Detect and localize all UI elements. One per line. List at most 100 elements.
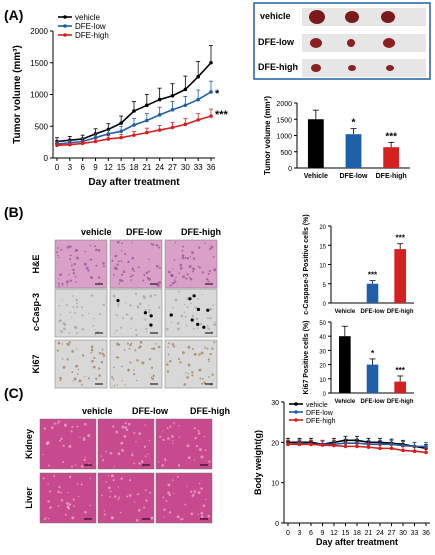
panel-label-a: (A) (4, 7, 23, 23)
tissue-texture (181, 256, 185, 260)
tissue-texture (143, 506, 146, 509)
tissue-texture (113, 465, 115, 468)
tissue-texture (67, 491, 69, 494)
tissue-texture (137, 509, 141, 512)
tissue-texture (76, 483, 79, 485)
tissue-texture (148, 304, 150, 307)
tile-background (54, 288, 108, 338)
y-tick-label: 20 (319, 225, 326, 231)
tissue-texture (210, 245, 213, 247)
tissue-texture (162, 438, 165, 441)
tissue-texture (128, 494, 132, 497)
tissue-texture (81, 328, 85, 331)
x-category-label: DFE-high (387, 399, 414, 405)
tissue-texture (71, 465, 73, 468)
x-category-label: Vehicle (304, 173, 328, 180)
tissue-texture (206, 324, 209, 327)
tissue-texture (211, 373, 214, 376)
tissue-texture (150, 366, 154, 369)
micrograph-tile (155, 418, 213, 470)
bar-dfe-low (366, 364, 379, 393)
tissue-texture (80, 383, 83, 386)
tissue-texture (139, 345, 142, 348)
bar-vehicle (307, 119, 324, 168)
tissue-texture (163, 516, 165, 518)
tissue-texture (173, 279, 176, 281)
tissue-texture (124, 426, 128, 429)
tissue-texture (200, 487, 203, 490)
tissue-texture (71, 316, 73, 318)
data-point (145, 130, 149, 135)
tissue-texture (90, 348, 94, 352)
tissue-texture (73, 262, 76, 266)
tissue-texture (116, 356, 120, 359)
tissue-texture (181, 351, 185, 355)
legend-label: DFE-low (75, 22, 106, 31)
tissue-texture (90, 351, 93, 354)
tissue-texture (61, 358, 64, 360)
tissue-texture (179, 267, 183, 270)
y-tick-label: 0 (288, 166, 292, 173)
tissue-texture (180, 518, 183, 521)
tissue-texture (135, 333, 138, 337)
x-category-label: DFE-low (361, 309, 385, 315)
tissue-texture (175, 276, 177, 278)
tissue-texture (202, 378, 204, 380)
tumor-sample (383, 38, 395, 48)
tissue-texture (186, 273, 189, 276)
tumor-volume-bar-chart: 0 500 1000 1500 2000 Tumor volume (mm³) Vehicl… (263, 96, 410, 180)
tissue-texture (168, 511, 172, 514)
tissue-texture (84, 456, 87, 458)
y-tick-label: 1500 (30, 59, 48, 68)
tissue-texture (140, 463, 142, 465)
tissue-texture (71, 295, 74, 297)
tissue-texture (136, 379, 138, 382)
legend-marker (294, 402, 298, 406)
tissue-texture (122, 270, 126, 274)
tissue-texture (57, 490, 60, 494)
tissue-texture (58, 485, 61, 489)
data-point (424, 450, 428, 455)
tissue-texture (194, 306, 198, 309)
tissue-texture (72, 498, 75, 501)
tissue-texture (112, 366, 115, 369)
tissue-texture (113, 384, 116, 387)
legend-marker (63, 15, 67, 19)
y-tick-label: 500 (35, 122, 49, 131)
tissue-texture (170, 274, 174, 277)
tissue-texture (72, 380, 74, 382)
positive-cell-marker (143, 311, 148, 315)
tissue-texture (126, 342, 130, 345)
legend-marker (294, 410, 298, 414)
y-tick-label: 1000 (30, 91, 48, 100)
data-point (297, 442, 302, 447)
tissue-texture (57, 277, 59, 280)
tissue-texture (185, 324, 188, 327)
tumor-sample (310, 38, 322, 48)
tissue-texture (75, 281, 77, 283)
tissue-texture (190, 302, 192, 305)
tissue-texture (129, 304, 132, 307)
tissue-texture (129, 361, 132, 364)
tissue-texture (48, 464, 51, 467)
tissue-texture (131, 268, 134, 271)
tissue-texture (72, 268, 75, 272)
tissue-texture (46, 441, 50, 444)
tissue-texture (102, 354, 106, 357)
photo-label-vehicle: vehicle (260, 11, 291, 21)
tissue-texture (201, 271, 205, 274)
tissue-texture (162, 430, 164, 432)
tissue-texture (120, 477, 123, 480)
tissue-texture (90, 294, 94, 297)
x-tick-label: 9 (321, 530, 325, 537)
tissue-texture (65, 502, 69, 505)
tissue-texture (87, 269, 90, 272)
tissue-texture (212, 304, 214, 306)
micrograph-tile (54, 239, 108, 289)
legend-label: DFE-high (306, 418, 336, 425)
data-point (157, 97, 162, 102)
tissue-texture (176, 475, 179, 478)
tissue-texture (69, 258, 72, 261)
tissue-texture (115, 329, 118, 332)
tissue-texture (197, 430, 200, 432)
